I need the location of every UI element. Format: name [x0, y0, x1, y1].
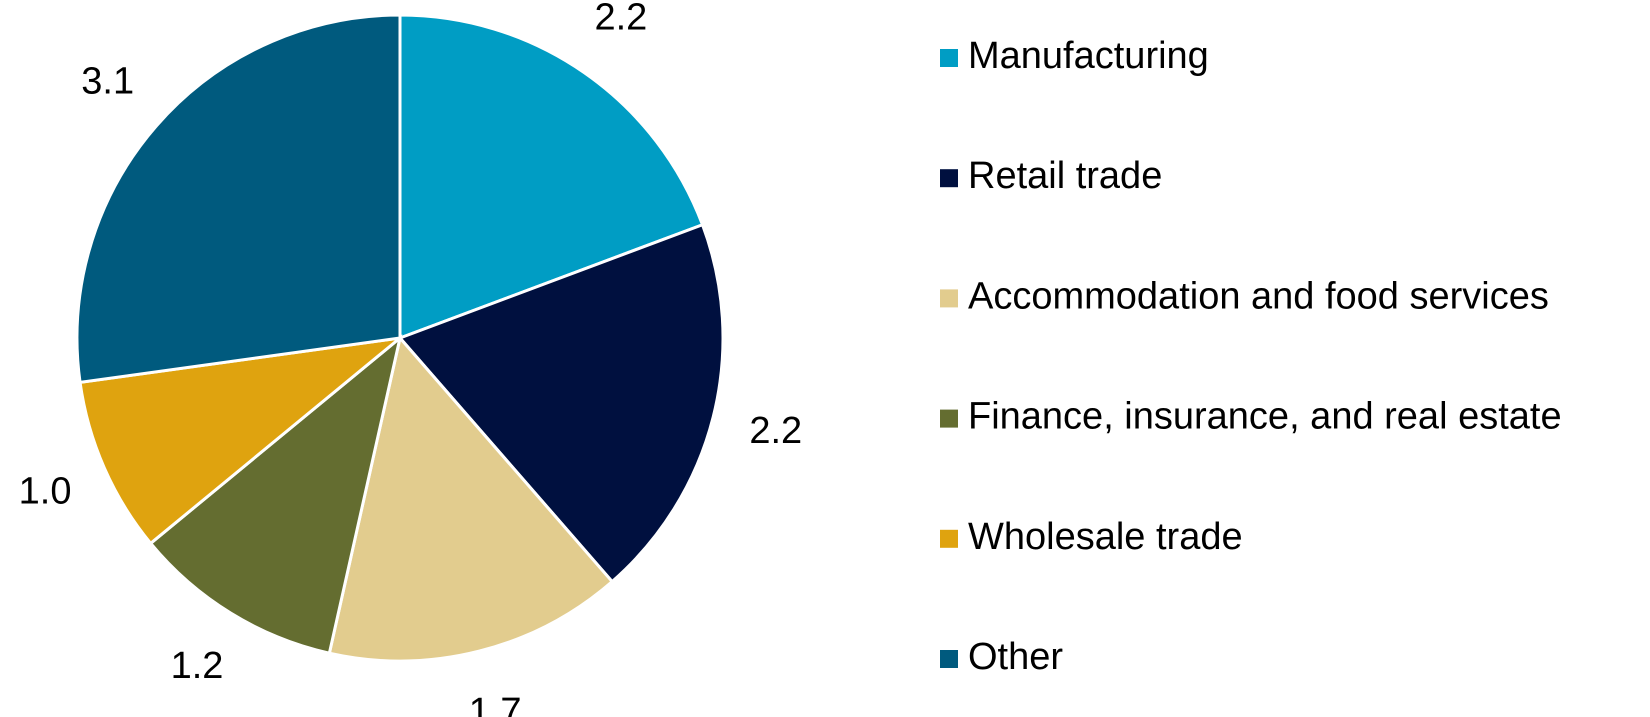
legend-swatch [940, 169, 958, 188]
data-label: 1.2 [171, 645, 224, 687]
legend-swatch [940, 49, 958, 67]
legend-swatch [940, 409, 958, 428]
pie-slice [75, 13, 402, 385]
legend-label: Other [968, 636, 1063, 678]
data-label: 1.7 [469, 691, 522, 717]
pie-slice [78, 335, 406, 546]
data-label: 2.2 [749, 410, 802, 452]
pie-slice [148, 334, 403, 655]
legend-label: Finance, insurance, and real estate [968, 396, 1562, 438]
legend-swatch [940, 289, 958, 308]
data-label: 1.0 [19, 471, 72, 513]
legend-label: Accommodation and food services [968, 275, 1549, 317]
legend-swatch [940, 650, 958, 668]
pie-slice [397, 222, 725, 584]
pie-slice [398, 13, 705, 341]
legend-label: Wholesale trade [968, 516, 1243, 558]
legend-label: Retail trade [968, 155, 1162, 197]
data-label: 3.1 [81, 60, 134, 102]
pie-slice [327, 334, 615, 663]
legend-swatch [940, 529, 958, 548]
legend-label: Manufacturing [968, 35, 1209, 77]
data-label: 2.2 [594, 0, 647, 39]
